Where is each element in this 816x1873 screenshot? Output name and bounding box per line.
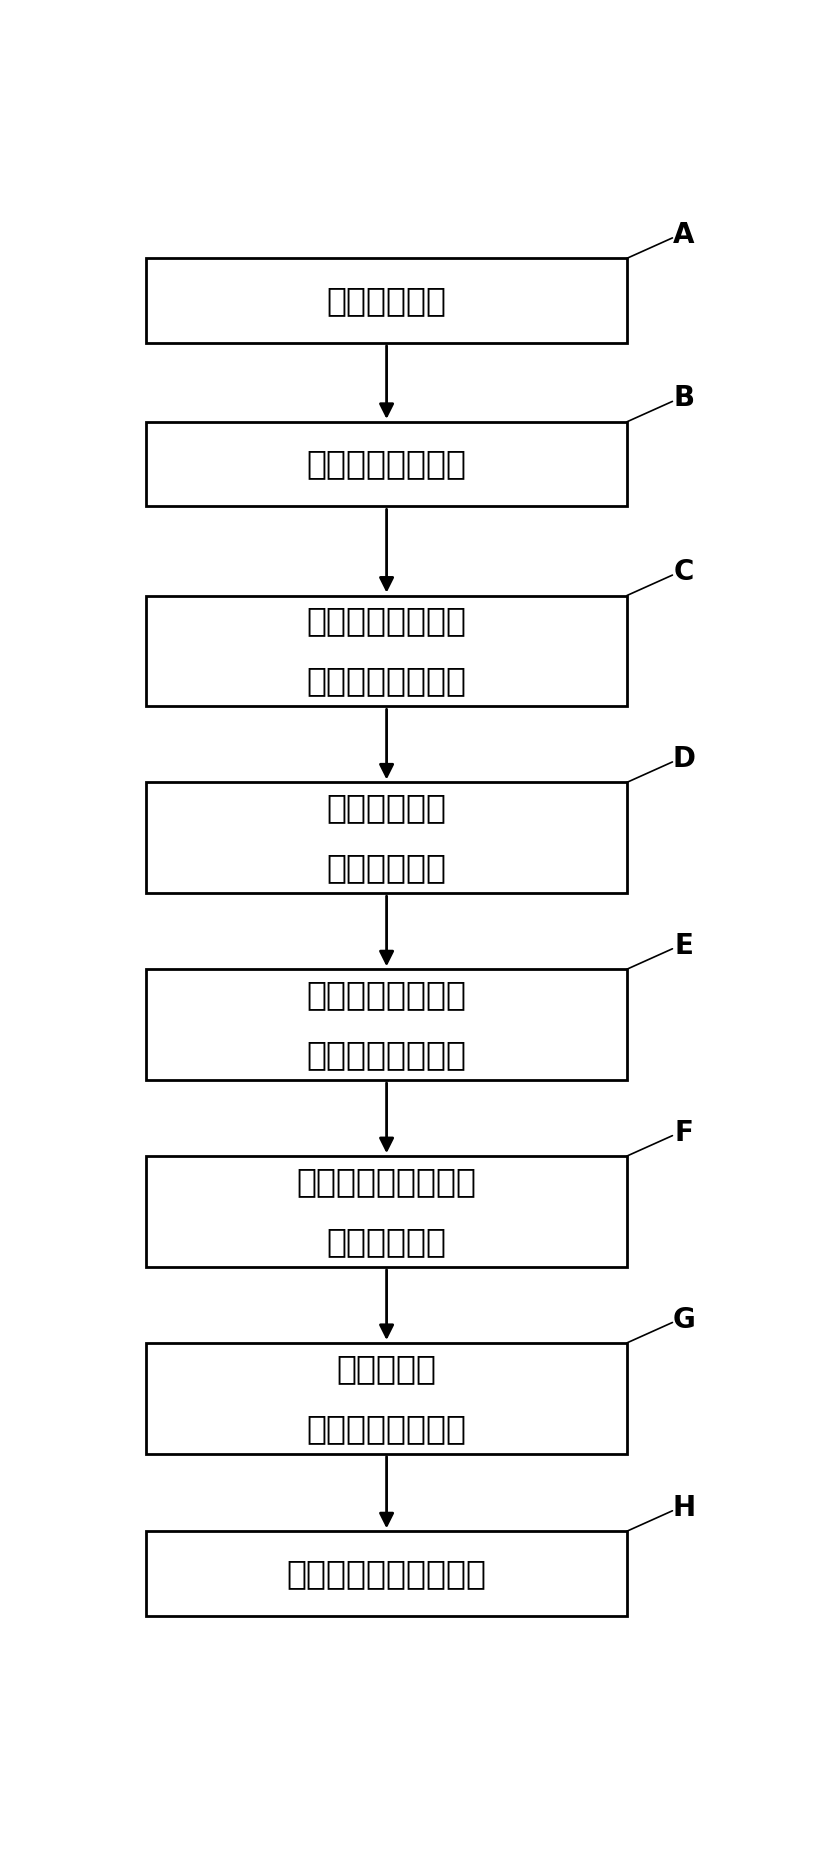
Text: 快捷功能操作指令: 快捷功能操作指令 bbox=[307, 1412, 467, 1444]
Text: 析为长按手势: 析为长按手势 bbox=[326, 852, 446, 884]
Text: 快捷功能操作指令: 快捷功能操作指令 bbox=[307, 1038, 467, 1071]
Text: 受控端接收: 受控端接收 bbox=[336, 1352, 437, 1384]
Bar bbox=[146, 421, 627, 506]
Text: 传输给受控端: 传输给受控端 bbox=[326, 1225, 446, 1259]
Text: 将长按手势转换为: 将长按手势转换为 bbox=[307, 978, 467, 1011]
Text: C: C bbox=[674, 558, 694, 586]
Bar bbox=[146, 968, 627, 1081]
Bar bbox=[146, 1156, 627, 1266]
Text: G: G bbox=[672, 1305, 695, 1334]
Text: 实时检测触摸操作: 实时检测触摸操作 bbox=[307, 605, 467, 637]
Text: B: B bbox=[673, 384, 694, 412]
Text: F: F bbox=[674, 1118, 694, 1146]
Bar bbox=[146, 596, 627, 706]
Text: 将快捷功能操作指令: 将快捷功能操作指令 bbox=[296, 1165, 477, 1199]
Bar bbox=[146, 258, 627, 343]
Text: D: D bbox=[672, 745, 695, 774]
Text: H: H bbox=[672, 1495, 695, 1523]
Text: 执行快捷功能操作指令: 执行快捷功能操作指令 bbox=[286, 1556, 486, 1590]
Bar bbox=[146, 1532, 627, 1616]
Text: E: E bbox=[674, 933, 694, 959]
Text: 建立无线通信连接: 建立无线通信连接 bbox=[307, 448, 467, 481]
Bar bbox=[146, 783, 627, 893]
Text: 控制状态开启: 控制状态开启 bbox=[326, 285, 446, 317]
Text: 所产生的触摸数据: 所产生的触摸数据 bbox=[307, 665, 467, 697]
Text: A: A bbox=[673, 221, 694, 249]
Text: 将触摸数据解: 将触摸数据解 bbox=[326, 792, 446, 824]
Bar bbox=[146, 1343, 627, 1453]
